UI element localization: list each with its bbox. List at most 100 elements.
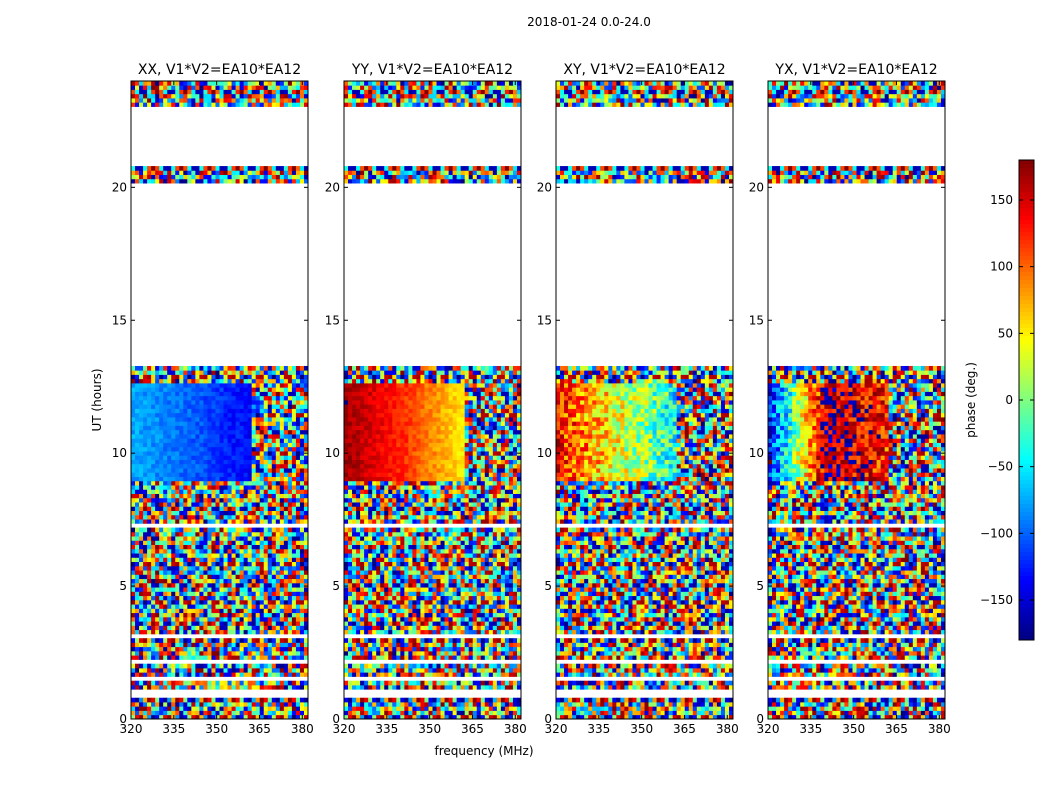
heatmap-cell	[235, 672, 241, 677]
heatmap-cell	[227, 89, 232, 95]
heatmap-cell	[508, 672, 514, 677]
heatmap-cell	[436, 591, 441, 597]
heatmap-cell	[191, 89, 196, 95]
heatmap-cell	[139, 374, 144, 380]
heatmap-cell	[420, 655, 425, 660]
heatmap-cell	[235, 455, 241, 460]
heatmap-cell	[147, 684, 152, 690]
heatmap-cell	[291, 404, 297, 409]
heatmap-cell	[279, 638, 285, 643]
heatmap-cell	[155, 425, 160, 431]
heatmap-cell	[267, 519, 273, 524]
heatmap-cell	[368, 604, 373, 609]
heatmap-cell	[271, 425, 277, 431]
heatmap-cell	[131, 561, 136, 567]
heatmap-cell	[380, 680, 385, 686]
heatmap-cell	[283, 85, 289, 90]
heatmap-cell	[191, 565, 196, 571]
heatmap-cell	[436, 638, 441, 643]
heatmap-cell	[344, 616, 349, 622]
heatmap-cell	[344, 672, 349, 677]
heatmap-cell	[215, 697, 220, 703]
heatmap-cell	[263, 608, 269, 614]
heatmap-cell	[271, 595, 277, 601]
heatmap-cell	[476, 672, 482, 677]
heatmap-cell	[259, 417, 265, 422]
heatmap-cell	[231, 519, 236, 524]
heatmap-cell	[283, 536, 289, 541]
heatmap-cell	[235, 510, 241, 516]
heatmap-cell	[227, 684, 232, 690]
heatmap-cell	[452, 706, 458, 711]
heatmap-cell	[155, 625, 160, 631]
heatmap-cell	[299, 655, 305, 660]
heatmap-cell	[211, 536, 216, 541]
heatmap-cell	[139, 684, 144, 690]
heatmap-cell	[408, 625, 413, 631]
heatmap-cell	[227, 599, 232, 605]
heatmap-cell	[247, 472, 253, 477]
heatmap-cell	[287, 697, 293, 703]
heatmap-cell	[223, 629, 228, 635]
heatmap-cell	[151, 710, 156, 716]
heatmap-cell	[151, 510, 156, 516]
heatmap-cell	[143, 625, 148, 631]
heatmap-cell	[251, 565, 257, 571]
heatmap-cell	[195, 408, 200, 414]
heatmap-cell	[199, 672, 204, 677]
heatmap-cell	[404, 638, 409, 643]
heatmap-cell	[163, 506, 168, 511]
heatmap-cell	[356, 612, 361, 618]
heatmap-cell	[163, 650, 168, 656]
heatmap-cell	[255, 382, 261, 388]
heatmap-cell	[299, 663, 305, 669]
heatmap-cell	[291, 519, 297, 524]
heatmap-cell	[159, 480, 164, 486]
heatmap-cell	[279, 382, 285, 388]
heatmap-cell	[179, 642, 184, 648]
heatmap-cell	[143, 540, 148, 546]
heatmap-cell	[183, 667, 188, 673]
heatmap-cell	[468, 697, 474, 703]
heatmap-cell	[291, 697, 297, 703]
heatmap-cell	[496, 697, 502, 703]
heatmap-cell	[215, 102, 220, 107]
heatmap-cell	[287, 476, 293, 482]
heatmap-cell	[207, 582, 212, 588]
heatmap-cell	[175, 174, 180, 180]
heatmap-cell	[263, 395, 269, 401]
heatmap-cell	[167, 701, 172, 707]
heatmap-cell	[259, 365, 265, 371]
heatmap-cell	[283, 502, 289, 507]
heatmap-cell	[183, 595, 188, 601]
y-tick-label: 5	[119, 579, 127, 593]
heatmap-cell	[175, 706, 180, 711]
heatmap-cell	[195, 89, 200, 95]
heatmap-cell	[275, 621, 281, 626]
heatmap-cell	[223, 642, 228, 648]
heatmap-cell	[219, 582, 224, 588]
heatmap-cell	[159, 612, 164, 618]
heatmap-cell	[504, 625, 510, 631]
heatmap-cell	[179, 387, 184, 392]
heatmap-cell	[416, 616, 421, 622]
heatmap-cell	[299, 468, 305, 473]
heatmap-cell	[163, 497, 168, 503]
heatmap-cell	[195, 599, 200, 605]
heatmap-cell	[227, 536, 232, 541]
heatmap-cell	[203, 655, 208, 660]
heatmap-cell	[167, 714, 172, 720]
heatmap-cell	[448, 672, 454, 677]
heatmap-cell	[372, 608, 377, 614]
heatmap-cell	[211, 404, 216, 409]
heatmap-cell	[456, 672, 462, 677]
heatmap-cell	[500, 629, 506, 635]
heatmap-cell	[388, 646, 393, 652]
heatmap-cell	[135, 408, 140, 414]
heatmap-cell	[440, 706, 445, 711]
heatmap-cell	[131, 506, 136, 511]
heatmap-cell	[388, 608, 393, 614]
heatmap-cell	[187, 404, 192, 409]
heatmap-cell	[496, 663, 502, 669]
heatmap-cell	[380, 663, 385, 669]
